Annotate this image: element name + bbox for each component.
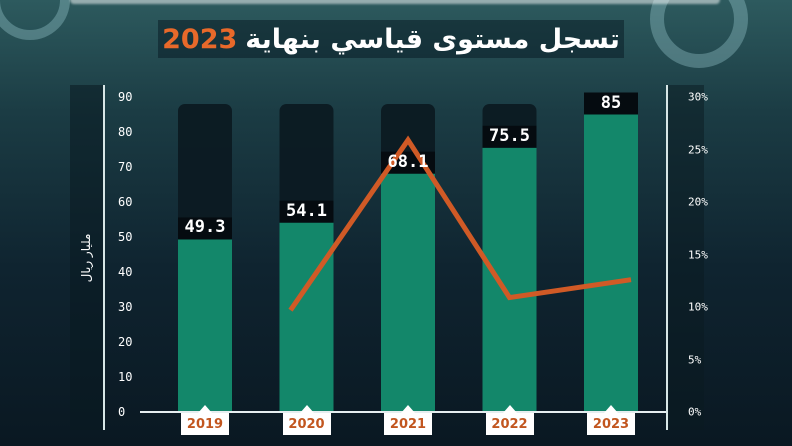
y-axis-panel [70,85,104,430]
y2-tick-label: 20% [688,195,708,209]
bar-value-bg [584,92,638,115]
category-pointer [299,405,314,413]
y-tick-label: 80 [118,125,133,139]
x-tick-label: 2019 [181,413,229,435]
y-tick-label: 60 [118,195,133,209]
bar [279,222,334,412]
bar-value-label: 85 [600,92,622,113]
category-pointer [401,405,415,413]
x-tick-label: 2022 [485,413,534,435]
bar [178,239,232,412]
y2-tick-label: 10% [688,300,708,314]
bar-value-bg [279,200,334,223]
bar-value-label: 49.3 [184,217,226,238]
chart-title: تسجل مستوى قياسي بنهاية 2023 [158,20,624,58]
category-pointer [502,405,517,413]
y-tick-label: 90 [118,90,133,104]
y2-tick-label: 25% [688,143,708,156]
bar [584,114,638,412]
title-year: 2023 [162,23,238,55]
y-tick-label: 10 [118,370,133,384]
y2-tick-label: 15% [688,248,708,261]
bar [482,147,537,412]
bar-value-bg [178,217,232,240]
bar-value-bg [482,125,537,148]
right-axis-panel [666,85,704,430]
y2-tick-label: 0% [688,405,702,419]
y-tick-label: 70 [118,160,133,174]
right-axis-line [666,85,668,430]
bar [381,173,435,412]
y-tick-label: 40 [118,265,133,279]
cropped-top-banner [70,0,720,4]
category-pointer [604,405,618,413]
y-tick-label: 30 [118,300,133,314]
y2-tick-label: 30% [688,90,708,104]
title-main: تسجل مستوى قياسي بنهاية [245,23,620,55]
x-tick-label: 2020 [282,413,331,435]
category-pointer [198,405,212,413]
y-tick-label: 50 [118,230,133,244]
bar-value-label: 75.5 [489,125,530,146]
bar-value-label: 54.1 [286,200,327,221]
y-tick-label: 0 [118,405,126,419]
y-tick-label: 20 [118,335,133,349]
x-tick-label: 2023 [587,413,635,435]
y-axis-line [103,85,105,430]
growth-line [288,135,632,312]
bar-value-label: 68.1 [387,151,429,172]
x-tick-label: 2021 [384,413,432,435]
y2-tick-label: 5% [688,353,702,366]
